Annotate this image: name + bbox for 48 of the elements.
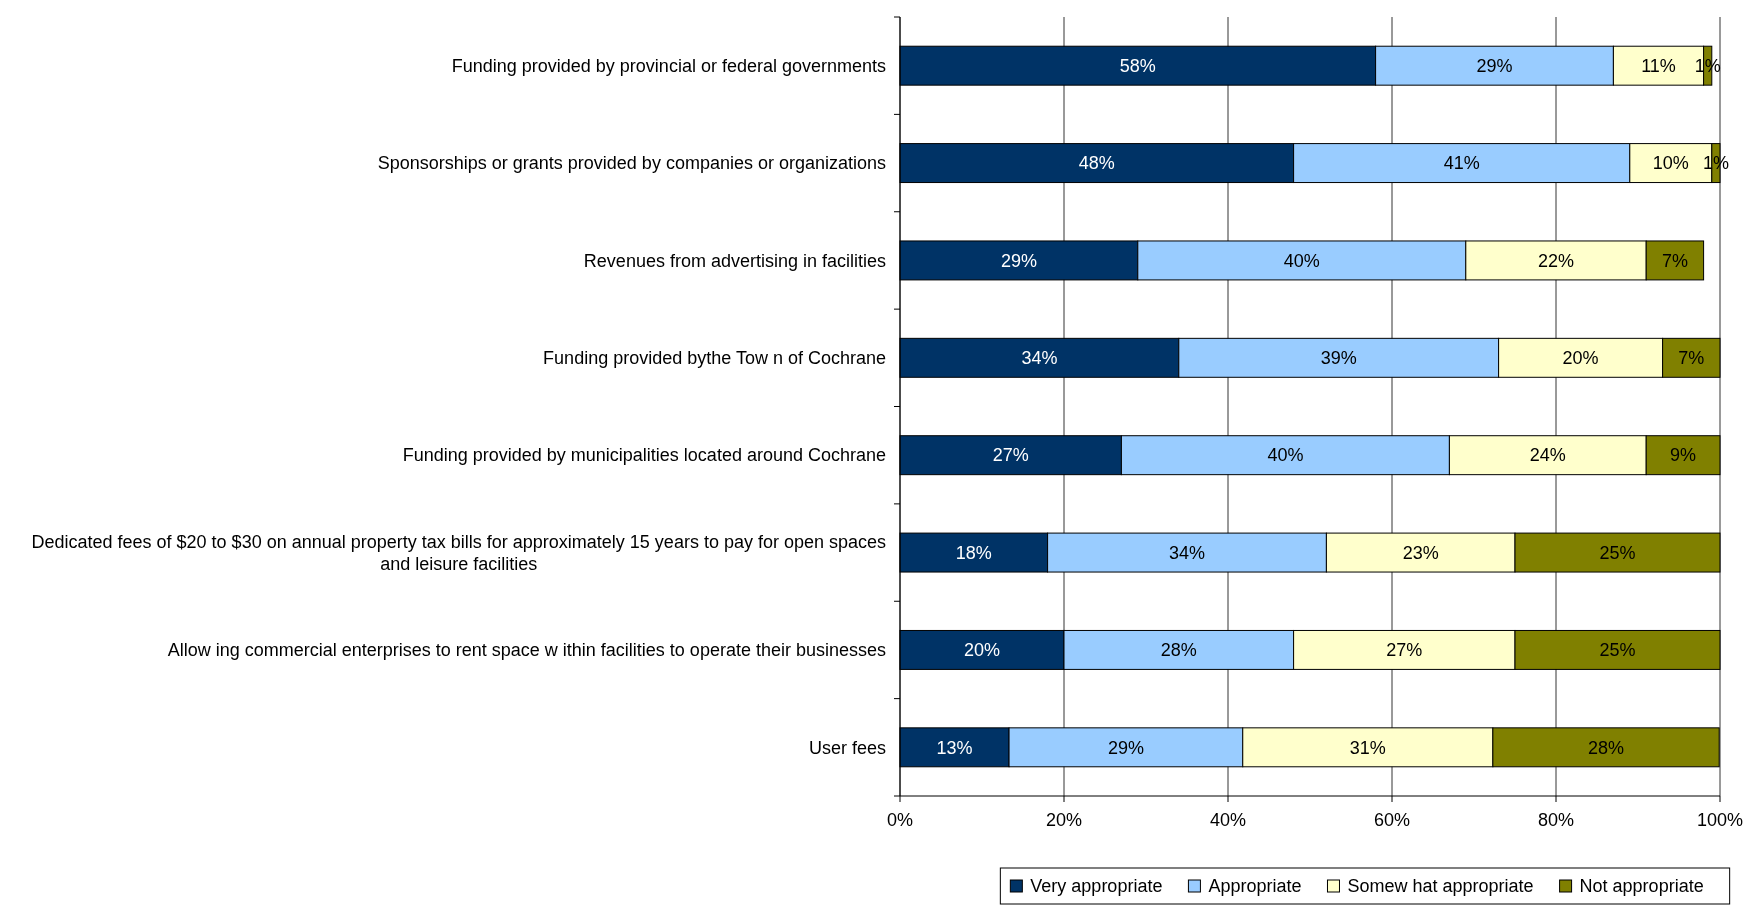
y-tick-label: Sponsorships or grants provided by companies or organizations	[377, 153, 886, 174]
data-label: 29%	[1107, 737, 1144, 758]
data-label: 7%	[1661, 250, 1688, 271]
y-tick-label: Funding provided by municipalities located around Cochrane	[402, 445, 886, 466]
legend-label: Very appropriate	[1030, 876, 1163, 897]
data-label: 27%	[992, 445, 1029, 466]
data-label: 40%	[1267, 445, 1304, 466]
x-tick-label: 60%	[1373, 810, 1411, 830]
data-label: 20%	[1562, 348, 1599, 369]
data-label: 58%	[1119, 55, 1156, 76]
y-tick-label: User fees	[808, 737, 886, 758]
data-label: 41%	[1443, 153, 1480, 174]
data-label: 34%	[1168, 542, 1206, 563]
data-label: 18%	[955, 542, 992, 563]
data-label: 28%	[1588, 737, 1625, 758]
data-label: 22%	[1537, 250, 1575, 271]
data-label: 48%	[1078, 153, 1115, 174]
x-tick-label: 20%	[1045, 810, 1083, 830]
data-label: 13%	[936, 737, 973, 758]
y-tick-label: Allow ing commercial enterprises to rent space w ithin facilities to operate their businesses	[167, 640, 886, 661]
data-label: 25%	[1599, 542, 1636, 563]
y-tick-label: Funding provided by provincial or federal governments	[451, 55, 886, 76]
data-label: 29%	[1476, 55, 1513, 76]
data-label: 25%	[1599, 640, 1636, 661]
data-label: 39%	[1320, 348, 1357, 369]
data-label: 20%	[963, 640, 1001, 661]
data-label: 24%	[1529, 445, 1566, 466]
x-tick-label: 80%	[1537, 810, 1575, 830]
data-label: 34%	[1021, 348, 1058, 369]
data-label: 27%	[1386, 640, 1423, 661]
y-tick-label: Revenues from advertising in facilities	[583, 250, 886, 271]
legend-label: Appropriate	[1208, 876, 1302, 897]
data-label: 7%	[1678, 348, 1705, 369]
data-label: 29%	[1000, 250, 1037, 271]
legend-label: Somew hat appropriate	[1347, 876, 1534, 897]
x-tick-label: 0%	[886, 810, 914, 830]
data-label: 10%	[1652, 153, 1689, 174]
legend-label: Not appropriate	[1579, 876, 1704, 897]
data-label: 40%	[1283, 250, 1320, 271]
x-tick-label: 40%	[1209, 810, 1247, 830]
data-label: 23%	[1402, 542, 1439, 563]
data-label: 11%	[1641, 55, 1676, 76]
y-tick-label: Funding provided bythe Tow n of Cochrane	[543, 348, 886, 369]
data-label: 28%	[1160, 640, 1197, 661]
data-label: 31%	[1349, 737, 1386, 758]
y-tick-label: Dedicated fees of $20 to $30 on annual property tax bills for approximately 15 years to pay for open spaces and leisure facilities	[31, 531, 887, 574]
data-label: 9%	[1670, 445, 1697, 466]
x-tick-label: 100%	[1696, 810, 1744, 830]
